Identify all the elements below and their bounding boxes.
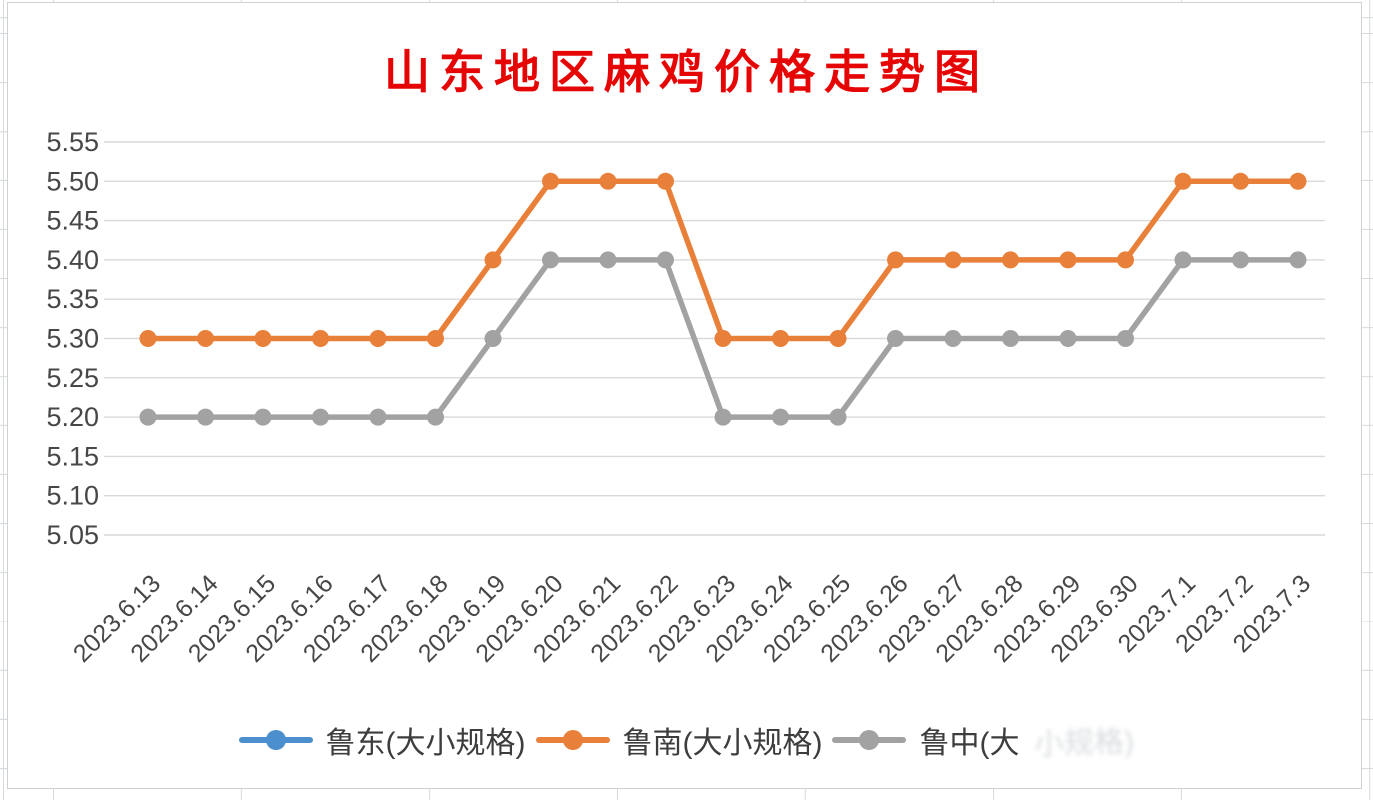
data-point[interactable] (772, 330, 789, 347)
y-tick-label: 5.50 (46, 166, 99, 196)
legend-label: 鲁南(大小规格) (622, 727, 823, 760)
data-point[interactable] (829, 408, 847, 426)
y-tick-label: 5.35 (46, 284, 99, 314)
data-point[interactable] (1289, 251, 1307, 269)
y-tick-label: 5.20 (46, 402, 99, 432)
data-point[interactable] (887, 251, 904, 269)
y-tick-label: 5.25 (46, 363, 99, 393)
legend-label: 鲁东(大小规格) (325, 727, 526, 760)
legend-item[interactable]: 鲁中(大 小规格) (832, 718, 1136, 762)
data-point[interactable] (599, 251, 617, 269)
data-point[interactable] (542, 172, 559, 190)
data-point[interactable] (254, 408, 272, 426)
data-point[interactable] (944, 251, 962, 269)
data-point[interactable] (484, 251, 502, 269)
data-point[interactable] (657, 172, 674, 190)
data-point[interactable] (197, 330, 214, 347)
data-point[interactable] (1232, 251, 1249, 269)
legend-item[interactable]: 鲁东(大小规格) (238, 718, 526, 762)
y-tick-label: 5.15 (46, 441, 99, 471)
data-point[interactable] (312, 408, 329, 426)
legend-marker-icon (238, 729, 313, 751)
y-tick-label: 5.10 (46, 481, 99, 511)
data-point[interactable] (657, 251, 674, 269)
data-point[interactable] (484, 330, 502, 347)
y-tick-label: 5.55 (46, 127, 99, 157)
data-point[interactable] (599, 172, 617, 190)
data-point[interactable] (369, 330, 387, 347)
y-tick-label: 5.30 (46, 324, 99, 354)
legend-marker-icon (535, 729, 610, 751)
y-tick-label: 5.45 (46, 206, 99, 236)
data-point[interactable] (369, 408, 387, 426)
legend-marker-icon (832, 729, 907, 751)
data-point[interactable] (1232, 172, 1249, 190)
data-point[interactable] (542, 251, 559, 269)
data-point[interactable] (139, 408, 157, 426)
legend: 鲁东(大小规格) 鲁南(大小规格) 鲁中(大 小规格) (0, 716, 1373, 764)
data-point[interactable] (1174, 251, 1192, 269)
data-point[interactable] (197, 408, 214, 426)
data-point[interactable] (1002, 251, 1019, 269)
data-point[interactable] (427, 330, 444, 347)
data-point[interactable] (312, 330, 329, 347)
data-point[interactable] (1117, 251, 1134, 269)
sheet-column-divider (3, 0, 4, 800)
data-point[interactable] (1059, 330, 1077, 347)
y-tick-label: 5.40 (46, 245, 99, 275)
legend-item[interactable]: 鲁南(大小规格) (535, 718, 823, 762)
data-point[interactable] (427, 408, 444, 426)
data-point[interactable] (1059, 251, 1077, 269)
data-point[interactable] (1002, 330, 1019, 347)
data-point[interactable] (254, 330, 272, 347)
data-point[interactable] (1289, 172, 1307, 190)
data-point[interactable] (714, 330, 732, 347)
chart-canvas (7, 2, 1362, 789)
y-tick-label: 5.05 (46, 520, 99, 550)
data-point[interactable] (714, 408, 732, 426)
data-point[interactable] (772, 408, 789, 426)
data-point[interactable] (1174, 172, 1192, 190)
legend-label-faded: 小规格) (1034, 725, 1136, 762)
legend-label: 鲁中(大 (919, 727, 1020, 760)
data-point[interactable] (1117, 330, 1134, 347)
chart-title: 山东地区麻鸡价格走势图 (384, 46, 989, 98)
data-point[interactable] (829, 330, 847, 347)
data-point[interactable] (139, 330, 157, 347)
data-point[interactable] (944, 330, 962, 347)
data-point[interactable] (887, 330, 904, 347)
